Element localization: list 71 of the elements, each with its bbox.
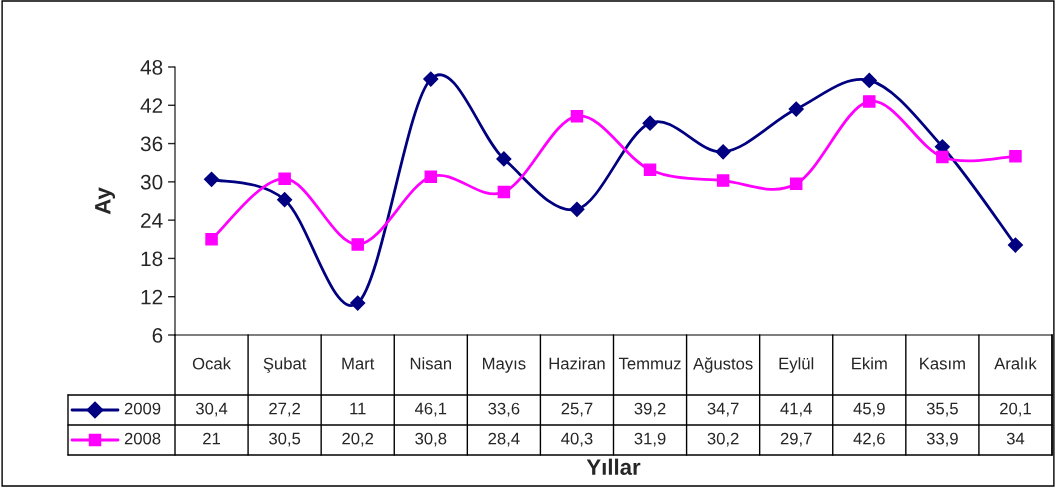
data-label: 41,4 [780,402,812,417]
y-tick-label: 24 [141,213,163,228]
x-tick-label: Ocak [192,357,232,370]
data-label: 34,7 [707,402,739,417]
x-tick-label: Şubat [263,357,307,373]
y-tick-label: 12 [141,289,163,305]
point [643,163,657,176]
data-label: 33,6 [488,402,520,417]
data-label: 27,2 [269,402,301,417]
data-label: 33,9 [926,432,958,447]
data-label: 31,9 [634,432,666,447]
y-tick-label: 6 [152,328,163,343]
x-axis-title: Yıllar [586,458,641,475]
point [424,170,438,184]
point [1007,237,1024,253]
data-label: 30,4 [195,402,228,417]
y-tick-label: 48 [140,60,163,75]
data-label: 35,5 [926,402,958,417]
y-axis-title: Ay [95,187,116,215]
data-label: 39,2 [634,402,666,417]
point [277,192,293,208]
data-label: 40,3 [561,432,593,447]
legend-label: 2009 [124,402,161,415]
point [570,109,584,123]
data-label: 25,7 [561,402,593,417]
data-label: 21 [203,432,220,445]
point [715,144,731,160]
y-tick-label: 42 [140,98,163,113]
point [423,71,439,87]
point [569,201,585,217]
y-tick-label: 18 [141,251,163,267]
x-tick-label: Temmuz [618,357,681,370]
point [203,171,220,187]
point [788,101,804,117]
data-label: 30,8 [415,432,447,447]
y-tick-label: 36 [140,136,163,152]
x-tick-label: Eylül [779,357,814,373]
point [861,72,877,88]
data-label: 11 [350,402,366,415]
point [936,150,949,164]
point [351,238,364,251]
point [1009,150,1022,163]
x-tick-label: Kasım [920,357,965,370]
point [789,177,803,191]
point [496,151,512,167]
x-tick-label: Ekim [852,357,887,370]
data-label: 20,2 [342,432,374,447]
data-label: 29,7 [780,432,812,447]
x-tick-label: Nisan [410,357,452,370]
point [350,295,366,311]
x-tick-label: Haziran [549,357,605,370]
point [278,172,291,185]
legend-label: 2008 [124,432,161,445]
x-tick-label: Mart [342,357,375,370]
y-tick-label: 30 [140,174,163,190]
x-tick-label: Aralık [994,357,1037,370]
point [205,233,218,246]
data-label: 45,9 [853,402,885,417]
point [497,185,511,199]
data-label: 30,2 [707,432,739,447]
point [716,174,730,187]
data-label: 34 [1006,432,1025,445]
data-label: 28,4 [488,432,520,447]
point [642,115,658,131]
data-label: 46,1 [414,402,447,417]
x-tick-label: Mayıs [483,357,526,373]
data-label: 20,1 [1000,402,1031,417]
x-tick-label: Ağustos [693,357,753,373]
point [863,95,876,108]
data-label: 30,5 [269,432,301,447]
data-label: 42,6 [853,432,885,447]
